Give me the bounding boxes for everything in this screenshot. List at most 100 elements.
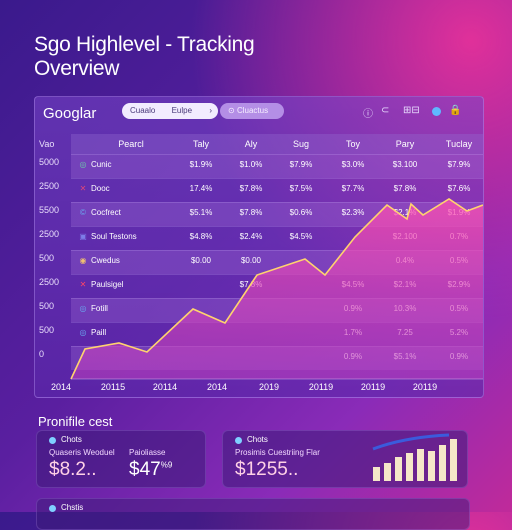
status-dot-icon xyxy=(49,437,56,444)
row-name: Cwedus xyxy=(91,256,120,265)
table-cell: $7.8% xyxy=(239,184,263,193)
table-cell: $4.5% xyxy=(289,232,313,241)
search-input[interactable]: Cuaalo Eulpe › xyxy=(122,103,218,119)
mini-bar xyxy=(373,467,380,481)
y-axis-title: Vao xyxy=(39,139,55,149)
mini-bar xyxy=(384,463,391,481)
table-cell: $0.00 xyxy=(240,256,262,265)
mini-bar xyxy=(439,445,446,481)
y-axis-label: 500 xyxy=(39,253,55,263)
table-cell: $5.1% xyxy=(189,208,213,217)
column-header[interactable]: Toy xyxy=(345,139,360,149)
section-title: Pronifile cest xyxy=(38,414,113,429)
column-header[interactable]: Pary xyxy=(395,139,415,149)
y-axis-label: 5500 xyxy=(39,205,60,215)
y-axis-label: 2500 xyxy=(39,181,60,191)
stat-card[interactable]: Chots Quaseris Weoduel Paioliasse $8.2..… xyxy=(36,430,206,488)
row-name: Dooc xyxy=(91,184,110,193)
y-axis-label: 500 xyxy=(39,301,55,311)
trend-chart xyxy=(70,198,483,380)
row-name: Cocfrect xyxy=(91,208,121,217)
row-icon: ▣ xyxy=(79,232,87,241)
table-row[interactable]: ◎ Cunic $1.9% $1.0% $7.9% $3.0% $3.100 $7.9% xyxy=(71,154,483,178)
y-axis-label: 0 xyxy=(39,349,45,359)
dashboard-panel: Googlar Cuaalo Eulpe › ⊙ Cluactus ⓘ ⊂ ⊞⊟… xyxy=(34,96,484,398)
grid-icon[interactable]: ⊞⊟ xyxy=(403,105,420,116)
table-cell: $7.9% xyxy=(447,160,471,169)
card-sublabel: Paioliasse xyxy=(129,448,166,457)
row-icon: ◎ xyxy=(79,304,87,313)
row-name: Paulsigel xyxy=(91,280,124,289)
table-cell: $3.0% xyxy=(341,160,365,169)
x-axis-label: 20119 xyxy=(360,382,386,392)
lock-icon[interactable]: 🔒 xyxy=(449,105,462,116)
x-axis-label: 20119 xyxy=(412,382,438,392)
table-cell: $1.0% xyxy=(239,160,263,169)
card-value: $47%9 xyxy=(129,459,172,481)
info-icon[interactable]: ⓘ xyxy=(363,109,373,120)
table-cell: $2.3% xyxy=(341,208,365,217)
column-header[interactable]: Tuclay xyxy=(445,139,473,149)
column-header[interactable]: Pearcl xyxy=(118,139,144,149)
row-name: Paill xyxy=(91,328,107,337)
table-cell: $1.9% xyxy=(189,160,213,169)
y-axis-label: 5000 xyxy=(39,157,60,167)
x-axis-label: 20115 xyxy=(100,382,126,392)
search-icon[interactable]: ⊂ xyxy=(381,105,390,116)
mini-bar xyxy=(395,457,402,481)
x-axis-label: 2014 xyxy=(50,382,72,392)
table-cell: $0.00 xyxy=(190,256,212,265)
table-row[interactable]: ✕ Dooc 17.4% $7.8% $7.5% $7.7% $7.8% $7.6% xyxy=(71,178,483,202)
x-axis-label: 20119 xyxy=(308,382,334,392)
row-name: Fotill xyxy=(91,304,108,313)
mini-bar-chart xyxy=(372,433,457,481)
trend-area xyxy=(71,199,483,379)
row-name: Cunic xyxy=(91,160,112,169)
filter-icon: ⊙ xyxy=(228,106,237,115)
row-icon: ✕ xyxy=(79,184,87,193)
table-cell: $2.4% xyxy=(239,232,263,241)
card-value: $8.2.. xyxy=(49,459,97,480)
column-header[interactable]: Sug xyxy=(292,139,309,149)
mini-bar xyxy=(406,453,413,481)
card-label: Chots xyxy=(247,435,268,444)
stat-card[interactable]: Chots Prosimis Cuestriing Flar $1255.. xyxy=(222,430,468,488)
brand-logo: Googlar xyxy=(43,105,97,122)
table-cell: $7.7% xyxy=(341,184,365,193)
card-label: Chots xyxy=(61,435,82,444)
table-cell: $7.8% xyxy=(393,184,417,193)
chevron-right-icon: › xyxy=(209,106,212,115)
stat-card[interactable]: Chstis xyxy=(36,498,470,530)
status-dot-icon xyxy=(49,505,56,512)
card-label: Chstis xyxy=(61,503,84,512)
row-icon: ✕ xyxy=(79,280,87,289)
mini-bar xyxy=(417,449,424,481)
page-title: Sgo Highlevel - Tracking Overview xyxy=(34,33,255,80)
table-cell: $7.6% xyxy=(447,184,471,193)
mini-bar xyxy=(428,451,435,481)
table-header-row xyxy=(71,134,483,154)
search-value: Eulpe xyxy=(171,106,193,115)
table-cell: 17.4% xyxy=(189,184,213,193)
column-header[interactable]: Taly xyxy=(192,139,209,149)
x-axis-label: 2019 xyxy=(258,382,280,392)
column-header[interactable]: Aly xyxy=(244,139,258,149)
card-sublabel: Quaseris Weoduel xyxy=(49,448,115,457)
card-sublabel: Prosimis Cuestriing Flar xyxy=(235,448,320,457)
filter-button[interactable]: ⊙ Cluactus xyxy=(220,103,284,119)
table-cell: $7.8% xyxy=(239,208,263,217)
mini-bar xyxy=(450,439,457,481)
table-cell: $7.5% xyxy=(289,184,313,193)
card-value-sup: %9 xyxy=(160,460,173,470)
table-cell: $3.100 xyxy=(392,160,418,169)
y-axis-label: 2500 xyxy=(39,229,60,239)
search-text: Cuaalo xyxy=(130,106,156,115)
status-dot-icon xyxy=(235,437,242,444)
table-cell: $7.9% xyxy=(289,160,313,169)
row-icon: ◎ xyxy=(79,160,87,169)
trend-line xyxy=(70,198,483,380)
globe-icon[interactable] xyxy=(432,107,441,116)
card-value-main: $47 xyxy=(129,459,161,480)
table-cell: $2.1% xyxy=(393,208,417,217)
y-axis-label: 2500 xyxy=(39,277,60,287)
